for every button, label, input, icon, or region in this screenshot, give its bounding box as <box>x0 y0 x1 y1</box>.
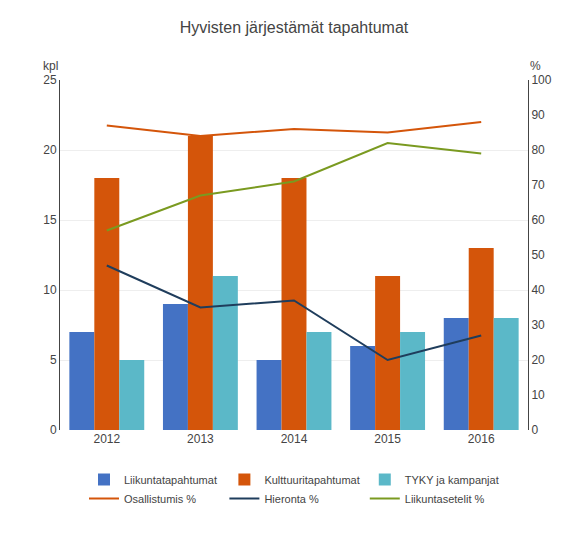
svg-text:80: 80 <box>531 143 545 157</box>
svg-text:50: 50 <box>531 248 545 262</box>
svg-text:Hieronta %: Hieronta % <box>264 493 319 505</box>
svg-text:25: 25 <box>43 73 57 87</box>
svg-text:Osallistumis %: Osallistumis % <box>124 493 196 505</box>
svg-text:15: 15 <box>43 213 57 227</box>
svg-text:40: 40 <box>531 283 545 297</box>
svg-text:70: 70 <box>531 178 545 192</box>
svg-text:30: 30 <box>531 318 545 332</box>
svg-text:2014: 2014 <box>281 432 308 446</box>
svg-text:90: 90 <box>531 108 545 122</box>
svg-text:2016: 2016 <box>468 432 495 446</box>
svg-text:60: 60 <box>531 213 545 227</box>
svg-text:%: % <box>530 59 541 73</box>
svg-text:Hyvisten järjestämät tapahtuma: Hyvisten järjestämät tapahtumat <box>180 19 409 36</box>
svg-text:20: 20 <box>43 143 57 157</box>
svg-text:10: 10 <box>531 388 545 402</box>
svg-text:kpl: kpl <box>43 59 58 73</box>
svg-text:2012: 2012 <box>93 432 120 446</box>
svg-text:10: 10 <box>43 283 57 297</box>
svg-text:TYKY ja kampanjat: TYKY ja kampanjat <box>405 474 499 486</box>
svg-text:0: 0 <box>531 423 538 437</box>
svg-text:100: 100 <box>531 73 551 87</box>
svg-text:2015: 2015 <box>374 432 401 446</box>
svg-text:2013: 2013 <box>187 432 214 446</box>
svg-text:Liikuntatapahtumat: Liikuntatapahtumat <box>124 474 217 486</box>
svg-text:5: 5 <box>50 353 57 367</box>
svg-text:Kulttuuritapahtumat: Kulttuuritapahtumat <box>264 474 359 486</box>
svg-text:Liikuntasetelit %: Liikuntasetelit % <box>405 493 485 505</box>
svg-text:0: 0 <box>50 423 57 437</box>
svg-text:20: 20 <box>531 353 545 367</box>
